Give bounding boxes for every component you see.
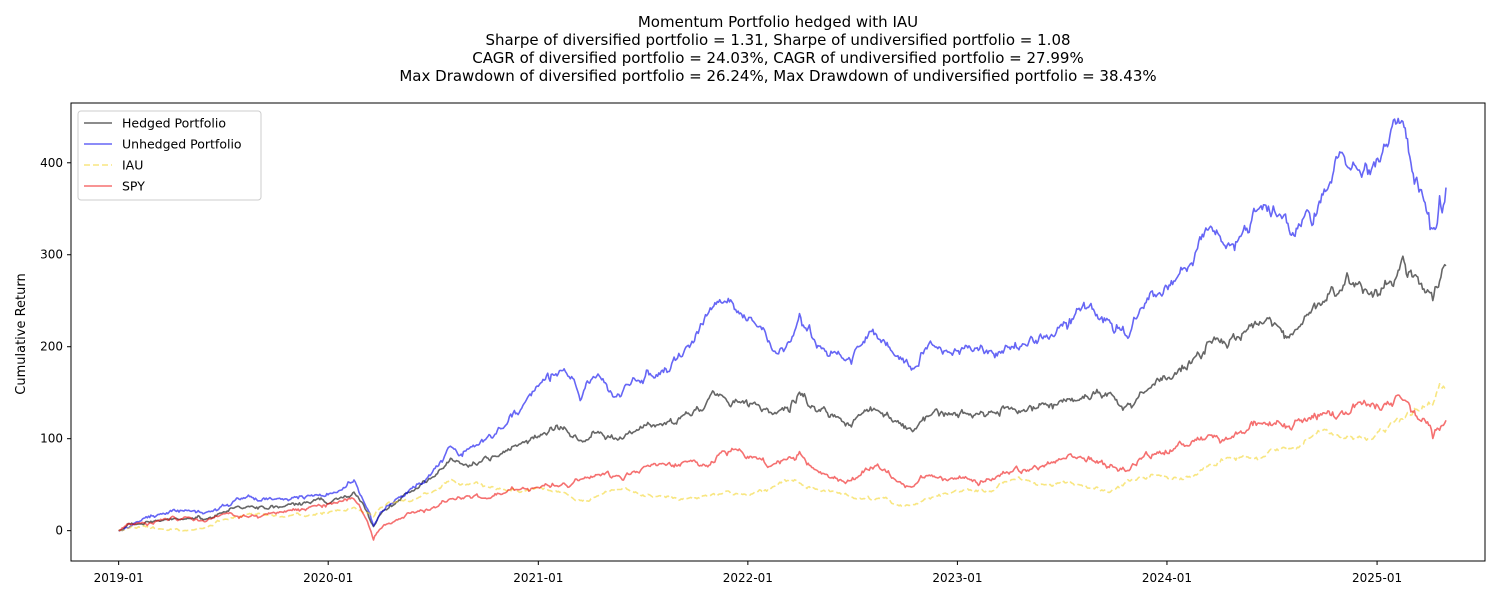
legend-label-hedged-portfolio: Hedged Portfolio — [122, 116, 226, 131]
y-tick-label: 300 — [40, 248, 63, 262]
axis-ticks: 2019-01 2020-01 2021-01 2022-01 2023-01 2024-… — [40, 156, 1402, 585]
x-tick-label: 2025-01 — [1352, 571, 1402, 585]
x-tick-label: 2020-01 — [303, 571, 353, 585]
y-tick-label: 200 — [40, 340, 63, 354]
series-line-spy — [118, 394, 1447, 541]
series-group — [118, 117, 1447, 541]
legend-box — [77, 110, 262, 201]
y-tick-label: 400 — [40, 156, 63, 170]
y-tick-label: 100 — [40, 432, 63, 446]
chart-title: Momentum Portfolio hedged with IAU Sharp… — [399, 13, 1156, 85]
x-tick-label: 2023-01 — [932, 571, 982, 585]
series-line-iau — [118, 383, 1447, 532]
x-tick-label: 2019-01 — [94, 571, 144, 585]
title-line-sharpe: Sharpe of diversified portfolio = 1.31, … — [485, 31, 1070, 49]
y-axis-label: Cumulative Return — [14, 273, 29, 394]
x-tick-label: 2021-01 — [513, 571, 563, 585]
series-line-hedged-portfolio — [118, 255, 1447, 532]
legend-label-spy: SPY — [122, 179, 145, 194]
legend-label-iau: IAU — [122, 158, 143, 173]
x-tick-label: 2024-01 — [1142, 571, 1192, 585]
legend: Hedged Portfolio Unhedged Portfolio IAU SPY — [77, 110, 262, 201]
x-tick-label: 2022-01 — [723, 571, 773, 585]
legend-label-unhedged-portfolio: Unhedged Portfolio — [122, 137, 242, 152]
title-line-cagr: CAGR of diversified portfolio = 24.03%, … — [472, 49, 1083, 67]
title-line-main: Momentum Portfolio hedged with IAU — [638, 13, 918, 31]
series-line-unhedged-portfolio — [118, 117, 1447, 532]
y-tick-label: 0 — [55, 524, 63, 538]
plot-frame — [70, 102, 1486, 562]
title-line-drawdown: Max Drawdown of diversified portfolio = … — [399, 67, 1156, 85]
